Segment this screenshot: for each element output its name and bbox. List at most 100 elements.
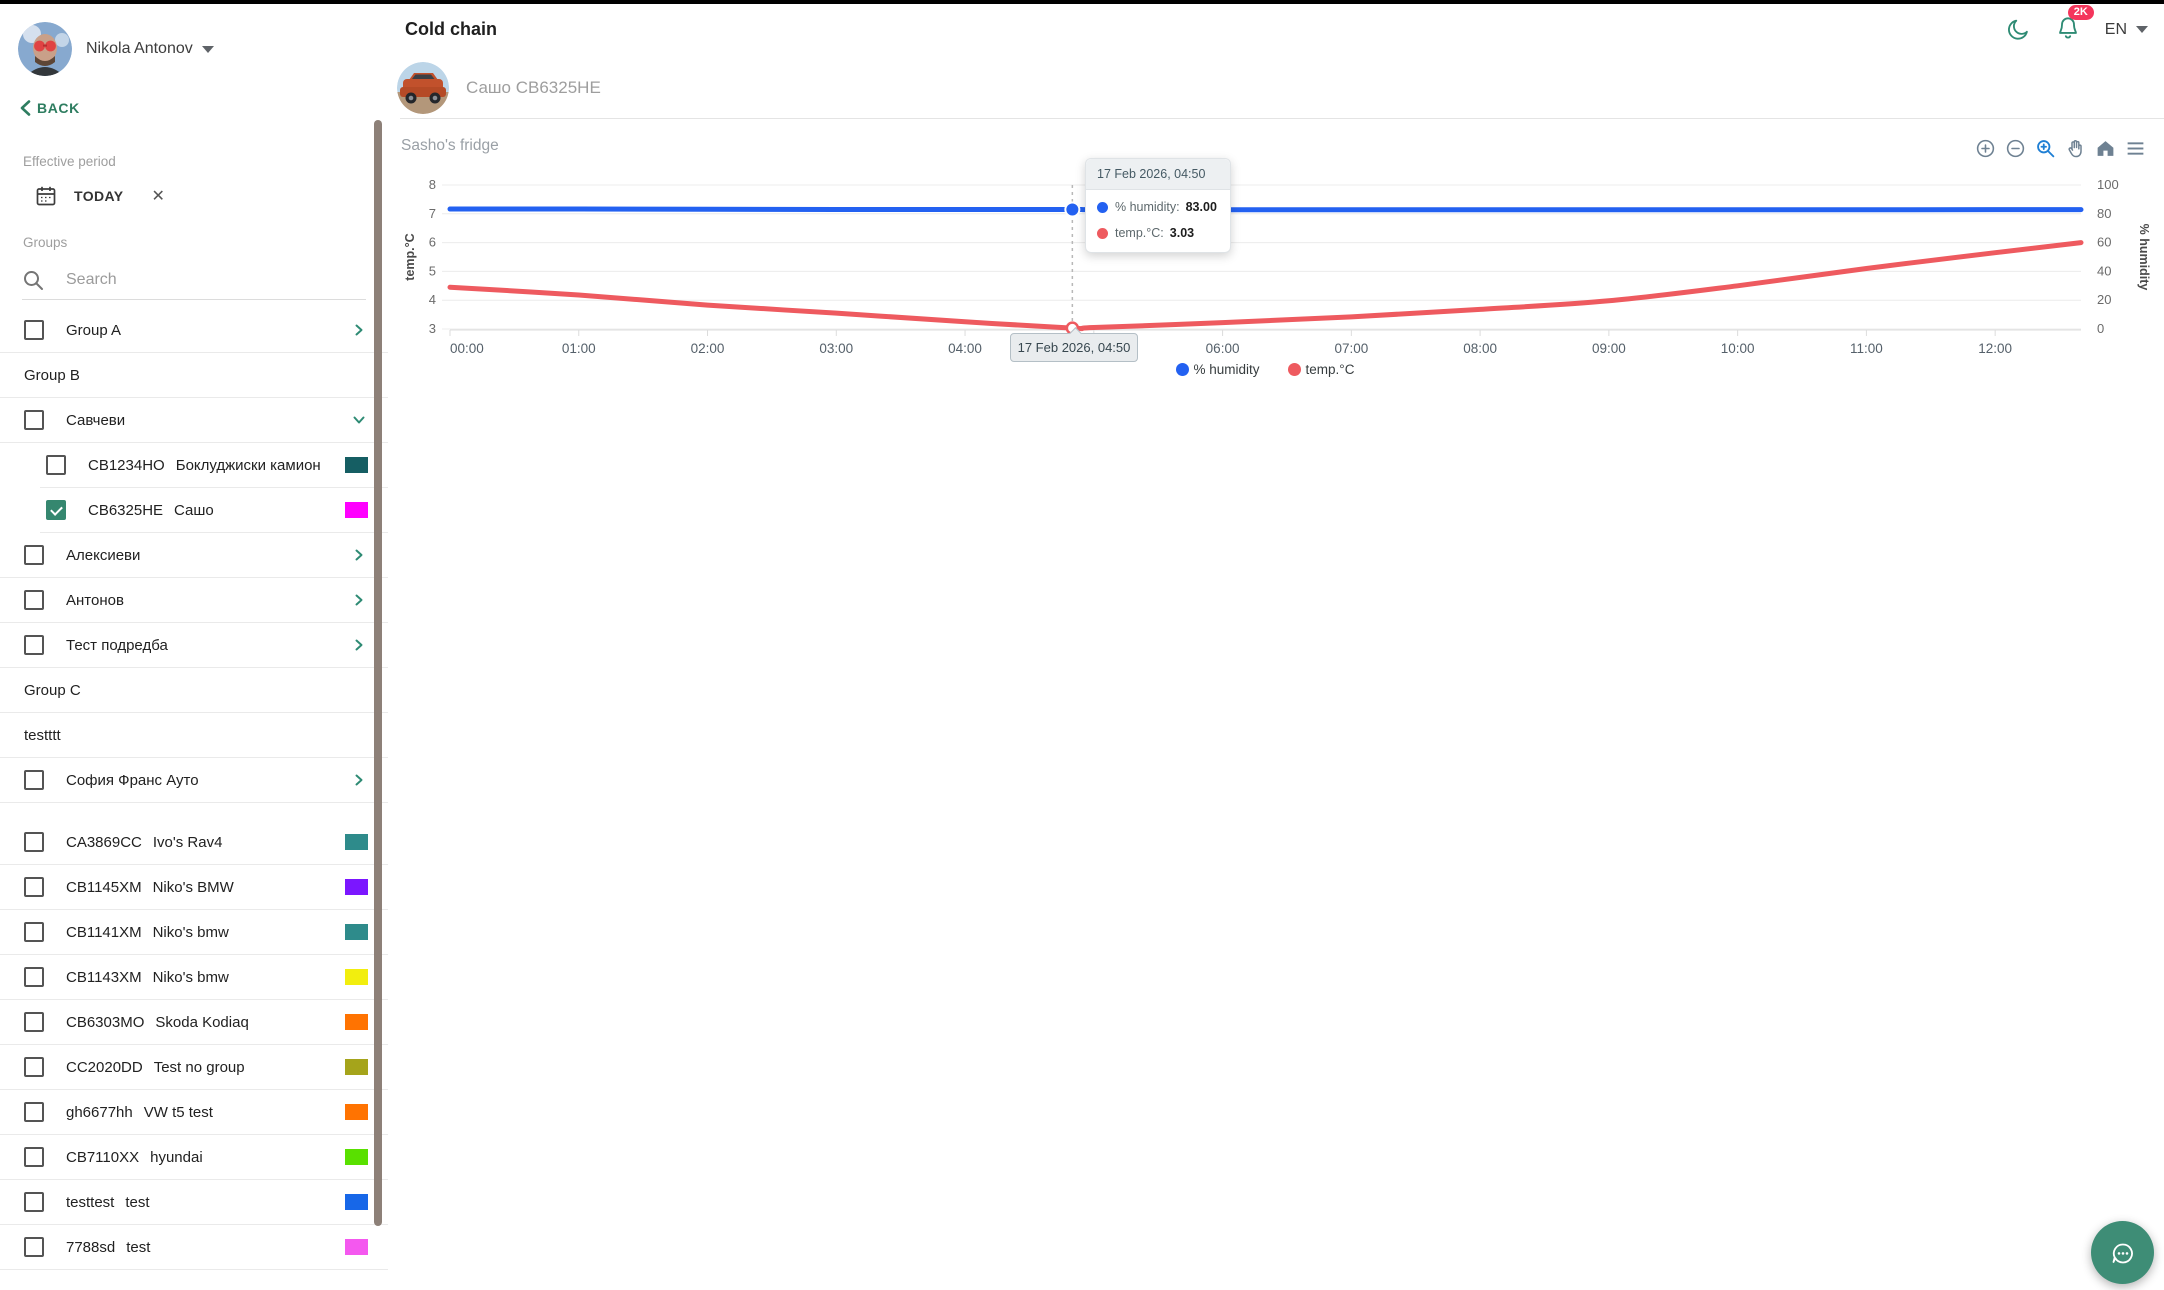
vehicle-name: Боклуджиски камион — [175, 456, 321, 474]
checkbox[interactable] — [24, 1147, 44, 1167]
vehicle-name: test — [125, 1193, 150, 1211]
checkbox[interactable] — [24, 1012, 44, 1032]
group-label: Group A — [66, 321, 122, 339]
tooltip-row-humidity: % humidity: 83.00 — [1086, 190, 1230, 216]
svg-text:8: 8 — [429, 177, 436, 192]
group-header-row: Group C — [0, 668, 388, 713]
vehicle-plate: CB1145XM — [66, 878, 142, 896]
user-profile[interactable]: Nikola Antonov — [18, 22, 388, 76]
vehicle-row[interactable]: CB1145XM Niko's BMW — [0, 865, 388, 910]
language-selector[interactable]: EN — [2105, 21, 2148, 39]
x-axis-tooltip-text: 17 Feb 2026, 04:50 — [1017, 340, 1131, 355]
vehicle-row[interactable]: CB1234HO Боклуджиски камион — [40, 443, 388, 488]
moon-icon — [2007, 19, 2028, 40]
vehicle-color-swatch — [345, 457, 368, 473]
vehicle-plate: CA3869CC — [66, 833, 142, 851]
checkbox[interactable] — [24, 545, 44, 565]
legend-humidity[interactable]: % humidity — [1175, 362, 1260, 377]
home-icon[interactable] — [2095, 138, 2116, 159]
checkbox[interactable] — [24, 635, 44, 655]
checkbox[interactable] — [24, 1057, 44, 1077]
chevron-down-icon — [353, 416, 365, 424]
checkbox[interactable] — [24, 877, 44, 897]
group-row[interactable]: Алексиеви — [0, 533, 388, 578]
bell-icon — [2058, 17, 2077, 39]
vehicle-avatar — [397, 62, 449, 114]
vehicle-name: VW t5 test — [143, 1103, 213, 1121]
vehicle-name: Niko's bmw — [152, 923, 229, 941]
checkbox[interactable] — [24, 1192, 44, 1212]
checkbox[interactable] — [24, 967, 44, 987]
checkbox[interactable] — [24, 410, 44, 430]
pan-icon[interactable] — [2065, 138, 2086, 159]
search-input[interactable] — [66, 270, 316, 289]
zoom-out-icon[interactable] — [2005, 138, 2026, 159]
vehicle-color-swatch — [345, 1239, 368, 1255]
vehicle-row[interactable]: CB1141XM Niko's bmw — [0, 910, 388, 955]
vehicle-row[interactable]: CB6303MO Skoda Kodiaq — [0, 1000, 388, 1045]
sidebar-scrollbar[interactable] — [374, 120, 382, 1226]
legend-humidity-dot-icon — [1175, 363, 1189, 376]
vehicle-row[interactable]: CB6325HE Сашо — [40, 488, 388, 533]
vehicle-name: Niko's bmw — [152, 968, 229, 986]
group-row[interactable]: Антонов — [0, 578, 388, 623]
tooltip-temp-label: temp.°C: — [1115, 226, 1164, 240]
group-row[interactable]: Group A — [0, 308, 388, 353]
x-axis-tooltip: 17 Feb 2026, 04:50 — [1010, 327, 1138, 362]
expand-toggle[interactable] — [352, 323, 366, 337]
vehicle-name: test — [126, 1238, 151, 1256]
expand-toggle[interactable] — [352, 638, 366, 652]
group-header-row: testttt — [0, 713, 388, 758]
checkbox[interactable] — [24, 922, 44, 942]
checkbox[interactable] — [24, 770, 44, 790]
zoom-in-icon[interactable] — [1975, 138, 1996, 159]
checkbox[interactable] — [46, 455, 66, 475]
chat-fab-button[interactable] — [2091, 1221, 2154, 1284]
group-row[interactable]: Савчеви — [0, 398, 388, 443]
dark-mode-button[interactable] — [2005, 17, 2031, 43]
clear-period-icon[interactable]: ✕ — [151, 188, 165, 205]
vehicle-row[interactable]: CA3869CC Ivo's Rav4 — [0, 820, 388, 865]
group-row[interactable]: София Франс Ауто — [0, 758, 388, 803]
temp-dot-icon — [1097, 227, 1108, 239]
expand-toggle[interactable] — [352, 773, 366, 787]
legend-temp[interactable]: temp.°C — [1287, 362, 1354, 377]
expand-toggle[interactable] — [352, 548, 366, 562]
vehicle-plate: CB6325HE — [88, 501, 164, 519]
svg-text:04:00: 04:00 — [948, 341, 982, 356]
effective-period-label: Effective period — [23, 154, 116, 169]
vehicle-row[interactable]: CC2020DD Test no group — [0, 1045, 388, 1090]
menu-icon[interactable] — [2125, 138, 2146, 159]
vehicle-row[interactable]: 7788sd test — [0, 1225, 388, 1270]
selection-zoom-icon[interactable] — [2035, 138, 2056, 159]
chart-tooltip: 17 Feb 2026, 04:50 % humidity: 83.00 tem… — [1085, 158, 1231, 253]
checkbox-checked[interactable] — [46, 500, 66, 520]
checkbox[interactable] — [24, 1102, 44, 1122]
checkbox[interactable] — [24, 1237, 44, 1257]
vehicle-row[interactable]: CB1143XM Niko's bmw — [0, 955, 388, 1000]
groups-list: Group A Group B Савчеви CB1234HO Боклуджиски… — [0, 308, 388, 1270]
vehicle-row[interactable]: CB7110XX hyundai — [0, 1135, 388, 1180]
line-chart[interactable]: 8 7 6 5 4 3 100 80 60 40 20 0 00:00 01:00 02:00 03:00 04… — [400, 125, 2164, 395]
checkbox[interactable] — [24, 320, 44, 340]
svg-text:11:00: 11:00 — [1850, 341, 1883, 356]
expand-toggle[interactable] — [352, 413, 366, 427]
checkbox[interactable] — [24, 832, 44, 852]
svg-text:06:00: 06:00 — [1206, 341, 1240, 356]
notification-badge: 2K — [2067, 5, 2094, 20]
vehicle-plate: CB1143XM — [66, 968, 142, 986]
vehicle-row[interactable]: gh6677hh VW t5 test — [0, 1090, 388, 1135]
user-avatar — [18, 22, 72, 76]
main-panel: Cold chain 2K EN — [388, 4, 2164, 1290]
checkbox[interactable] — [24, 590, 44, 610]
legend-temp-dot-icon — [1287, 363, 1301, 376]
group-label: Антонов — [66, 591, 124, 609]
back-button[interactable]: BACK — [20, 100, 388, 116]
group-row[interactable]: Тест подредба — [0, 623, 388, 668]
vehicle-row[interactable]: testtest test — [0, 1180, 388, 1225]
expand-toggle[interactable] — [352, 593, 366, 607]
period-chip[interactable]: TODAY ✕ — [34, 183, 388, 209]
chevron-right-icon — [355, 324, 363, 336]
notifications-button[interactable]: 2K — [2055, 5, 2094, 45]
svg-text:00:00: 00:00 — [450, 341, 484, 356]
